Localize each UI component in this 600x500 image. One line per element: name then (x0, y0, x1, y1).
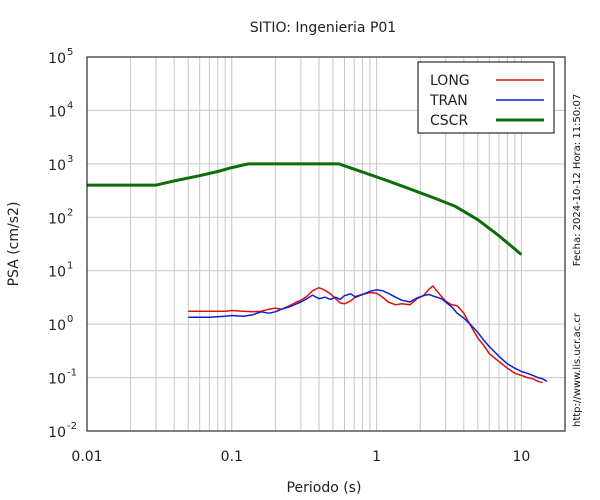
source-url-label: http://www.lis.ucr.ac.cr (572, 312, 583, 427)
plot-frame (86, 56, 566, 432)
y-tick-label: 10 (48, 104, 66, 120)
chart-title: SITIO: Ingenieria P01 (250, 20, 396, 36)
y-tick-exponent: 2 (67, 207, 73, 218)
x-tick-label: 0.1 (221, 449, 243, 465)
y-tick-exponent: 3 (67, 154, 73, 165)
y-axis-label: PSA (cm/s2) (6, 202, 22, 287)
y-tick-exponent: -1 (67, 368, 77, 379)
y-tick-label: 10 (48, 158, 66, 174)
x-axis-label: Periodo (s) (287, 480, 362, 496)
series-layer (87, 162, 548, 384)
legend-label-tran: TRAN (429, 93, 468, 109)
y-tick-label: 10 (48, 372, 66, 388)
legend-label-cscr: CSCR (430, 113, 468, 129)
y-tick-label: 10 (48, 318, 66, 334)
timestamp-label: Fecha: 2024-10-12 Hora: 11:50:07 (572, 94, 583, 267)
series-tran-line (188, 289, 548, 382)
series-cscr-line (87, 162, 523, 256)
x-tick-label: 1 (372, 449, 381, 465)
x-tick-label: 10 (512, 449, 530, 465)
y-tick-label: 10 (48, 425, 66, 441)
legend-label-long: LONG (430, 73, 470, 89)
y-tick-exponent: 0 (67, 314, 73, 325)
x-tick-label: 0.01 (71, 449, 102, 465)
y-tick-label: 10 (48, 211, 66, 227)
y-tick-exponent: 1 (67, 261, 73, 272)
y-tick-label: 10 (48, 265, 66, 281)
series-long-line (188, 285, 543, 384)
x-tick-labels: 0.01 0.1 1 10 (71, 449, 530, 465)
y-tick-label: 10 (48, 51, 66, 67)
y-tick-exponent: -2 (67, 421, 77, 432)
legend: LONG TRAN CSCR (417, 61, 555, 134)
y-tick-exponent: 4 (67, 100, 73, 111)
y-tick-exponent: 5 (67, 47, 73, 58)
